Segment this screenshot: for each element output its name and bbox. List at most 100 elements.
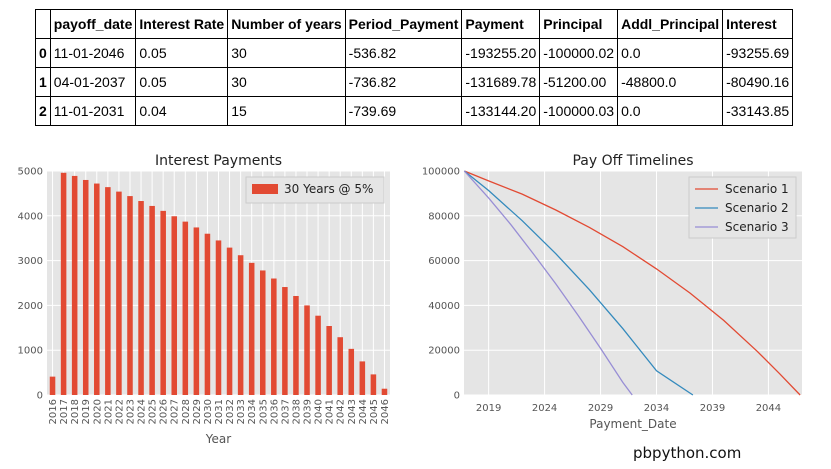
bar bbox=[271, 278, 277, 395]
bar bbox=[370, 374, 377, 395]
bar bbox=[182, 221, 189, 395]
x-tick-label: 2027 bbox=[170, 399, 181, 424]
x-axis-label: Year bbox=[205, 432, 231, 446]
table-header: payoff_date Interest Rate Number of years P… bbox=[35, 9, 794, 39]
x-tick-label: 2044 bbox=[358, 399, 369, 424]
table-cell: 0.0 bbox=[617, 38, 724, 68]
bar bbox=[149, 205, 155, 395]
x-tick-label: 2044 bbox=[756, 403, 781, 414]
table-cell: 11-01-2031 bbox=[49, 96, 137, 126]
bar bbox=[138, 201, 144, 395]
x-tick-label: 2016 bbox=[48, 399, 59, 424]
bar bbox=[71, 175, 78, 395]
y-tick-label: 3000 bbox=[18, 256, 43, 267]
table-body: 0 11-01-2046 0.05 30 -536.82 -193255.20 -10000… bbox=[35, 38, 794, 126]
table-cell: -100000.02 bbox=[539, 38, 619, 68]
chart-title: Interest Payments bbox=[155, 153, 282, 169]
legend-label: Scenario 1 bbox=[725, 182, 789, 196]
x-tick-label: 2040 bbox=[314, 399, 325, 424]
x-tick-label: 2022 bbox=[114, 399, 125, 424]
dataframe-table: payoff_date Interest Rate Number of years P… bbox=[35, 9, 794, 126]
y-tick-label: 80000 bbox=[428, 211, 460, 222]
legend-label: 30 Years @ 5% bbox=[284, 182, 373, 196]
bar bbox=[193, 227, 200, 395]
column-header: Interest Rate bbox=[135, 9, 229, 39]
table-row: 0 11-01-2046 0.05 30 -536.82 -193255.20 -10000… bbox=[35, 38, 794, 68]
legend-label: Scenario 3 bbox=[725, 220, 789, 234]
x-tick-label: 2039 bbox=[700, 403, 725, 414]
x-tick-label: 2042 bbox=[336, 399, 347, 424]
series-line bbox=[463, 170, 694, 396]
header-row: payoff_date Interest Rate Number of years P… bbox=[35, 9, 794, 39]
x-tick-label: 2032 bbox=[225, 399, 236, 424]
x-tick-label: 2024 bbox=[532, 403, 557, 414]
x-tick-label: 2019 bbox=[81, 399, 92, 424]
x-tick-label: 2038 bbox=[291, 399, 302, 424]
bar bbox=[259, 270, 266, 395]
table-row: 2 11-01-2031 0.04 15 -739.69 -133144.20 -10000… bbox=[35, 96, 794, 126]
bar bbox=[204, 233, 211, 395]
x-tick-label: 2019 bbox=[476, 403, 501, 414]
table-cell: -133144.20 bbox=[461, 96, 541, 126]
x-tick-label: 2020 bbox=[92, 399, 103, 424]
y-tick-label: 5000 bbox=[18, 167, 43, 178]
bar bbox=[215, 240, 222, 395]
bar bbox=[248, 262, 255, 395]
x-tick-label: 2029 bbox=[588, 403, 613, 414]
bar bbox=[94, 183, 100, 395]
series-line bbox=[464, 170, 801, 396]
table-cell: 15 bbox=[227, 96, 346, 126]
column-header: Principal bbox=[539, 9, 619, 39]
column-header: Addl_Principal bbox=[617, 9, 724, 39]
bar bbox=[105, 187, 111, 395]
bar bbox=[282, 287, 288, 395]
x-tick-label: 2028 bbox=[181, 399, 192, 424]
bar bbox=[293, 295, 299, 395]
bar bbox=[127, 196, 133, 395]
x-tick-label: 2043 bbox=[347, 399, 358, 424]
x-tick-label: 2037 bbox=[280, 399, 291, 424]
x-tick-label: 2021 bbox=[103, 399, 114, 424]
table-cell: 30 bbox=[227, 38, 346, 68]
table-cell: -131689.78 bbox=[461, 67, 541, 97]
watermark-text: pbpython.com bbox=[633, 444, 742, 462]
bar bbox=[348, 348, 355, 395]
table-cell: 0.04 bbox=[135, 96, 229, 126]
bar bbox=[326, 326, 332, 395]
bar bbox=[116, 191, 122, 395]
bar bbox=[160, 210, 166, 395]
y-tick-label: 0 bbox=[454, 391, 460, 402]
y-tick-label: 100000 bbox=[422, 167, 460, 178]
table-cell: -51200.00 bbox=[539, 67, 619, 97]
column-header: Payment bbox=[461, 9, 541, 39]
x-tick-label: 2018 bbox=[70, 399, 81, 424]
x-tick-label: 2039 bbox=[303, 399, 314, 424]
x-tick-label: 2046 bbox=[380, 399, 391, 424]
table-cell: -93255.69 bbox=[722, 38, 794, 68]
x-tick-label: 2031 bbox=[214, 399, 225, 424]
bar bbox=[171, 216, 178, 395]
column-header: Number of years bbox=[227, 9, 346, 39]
chart-title: Pay Off Timelines bbox=[572, 153, 693, 169]
x-axis-label: Payment_Date bbox=[589, 417, 676, 431]
x-tick-label: 2034 bbox=[247, 399, 258, 424]
bar bbox=[49, 376, 56, 395]
bar bbox=[304, 305, 310, 395]
x-tick-label: 2025 bbox=[148, 399, 159, 424]
bar bbox=[315, 315, 321, 395]
column-header: payoff_date bbox=[49, 9, 137, 39]
bar bbox=[82, 179, 89, 395]
bar bbox=[237, 255, 244, 395]
y-tick-label: 2000 bbox=[18, 301, 43, 312]
x-tick-label: 2023 bbox=[125, 399, 136, 424]
y-tick-label: 1000 bbox=[18, 346, 43, 357]
table-cell: 11-01-2046 bbox=[49, 38, 137, 68]
x-tick-label: 2045 bbox=[369, 399, 380, 424]
bar bbox=[337, 337, 343, 395]
y-tick-label: 40000 bbox=[428, 301, 460, 312]
bar bbox=[381, 388, 388, 395]
x-tick-label: 2033 bbox=[236, 399, 247, 424]
bar bbox=[359, 361, 366, 395]
x-tick-label: 2030 bbox=[203, 399, 214, 424]
